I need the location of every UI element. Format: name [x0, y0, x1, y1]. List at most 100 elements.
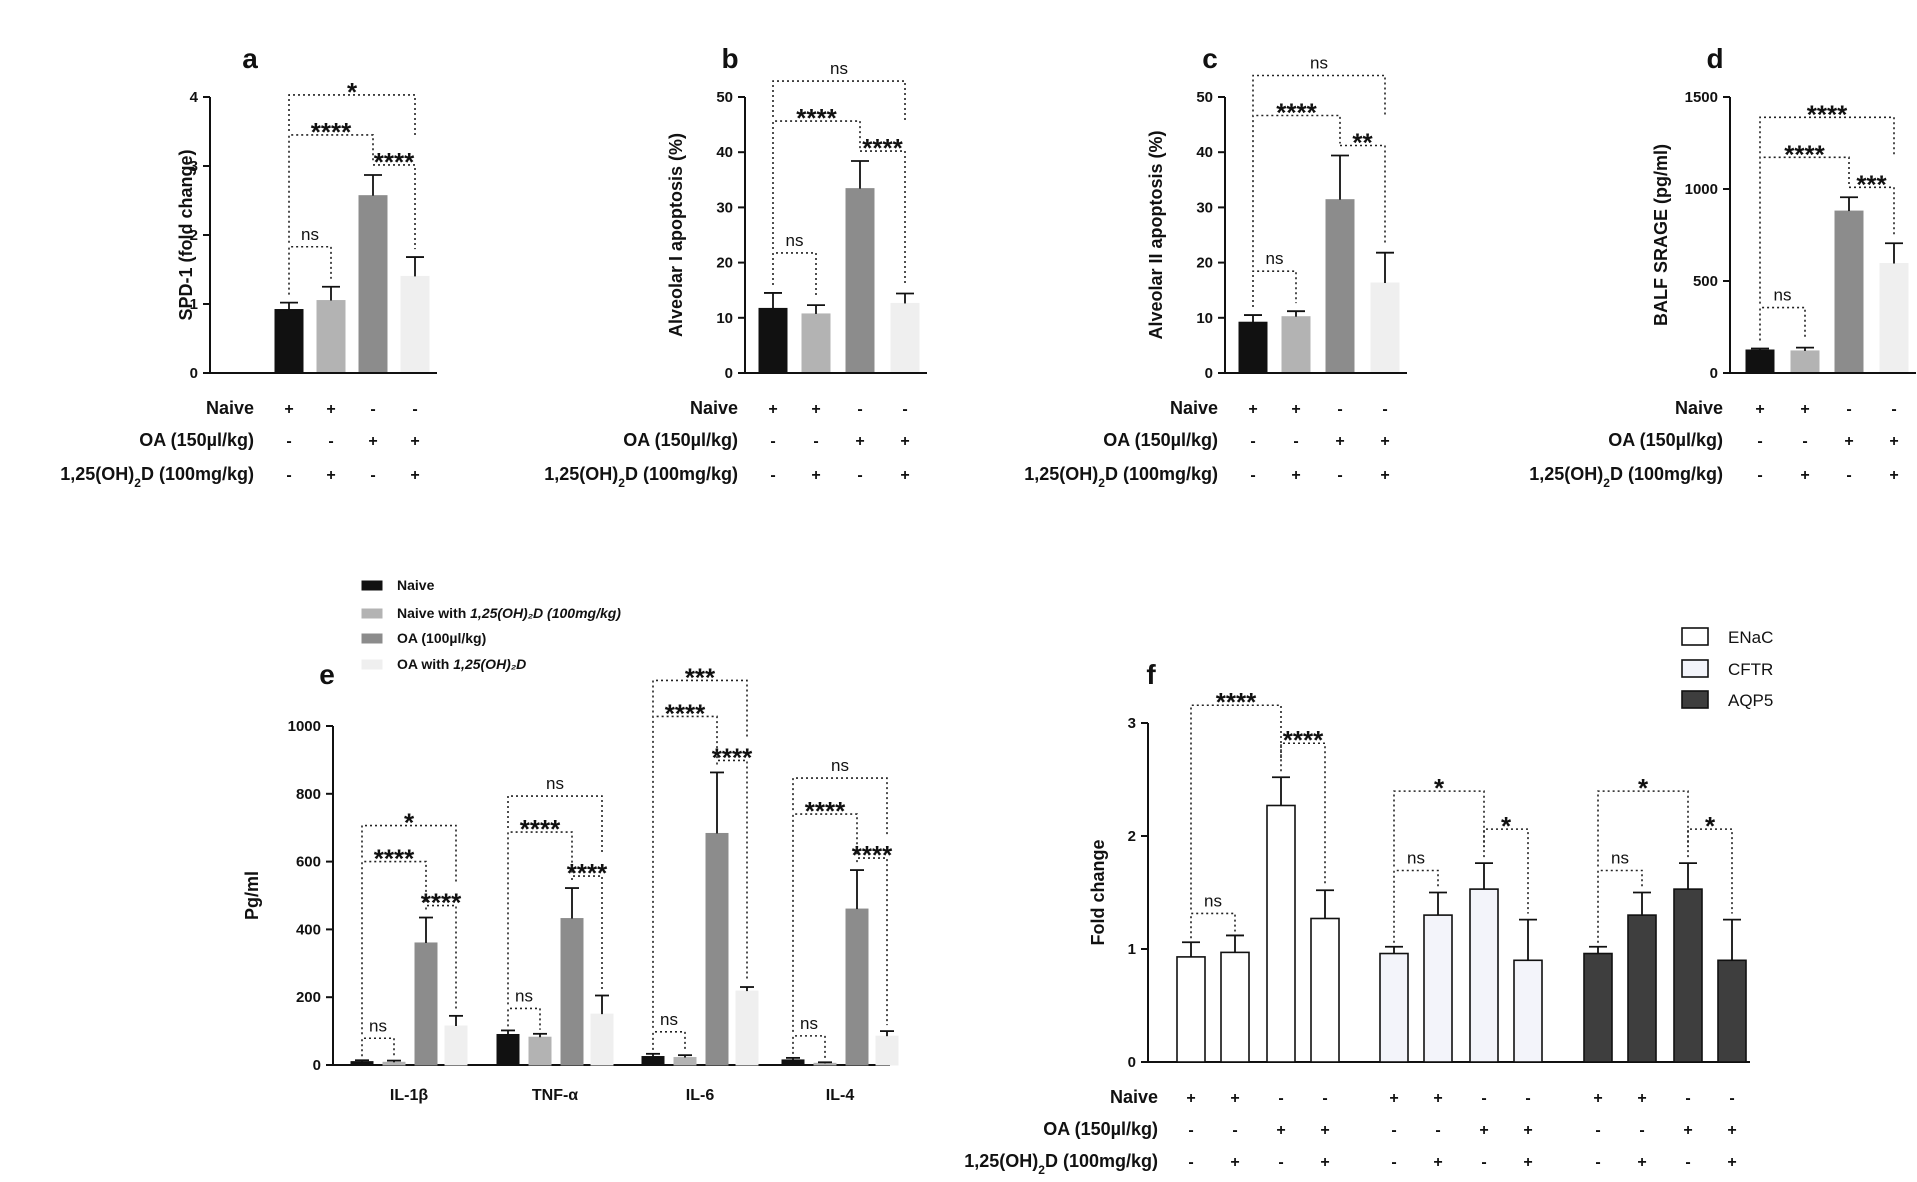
panel-b-sig-2-3-label: **** — [862, 133, 903, 163]
panel-f-sig-0-2-label: * — [1434, 773, 1445, 803]
panel-f-condition-sign: + — [1523, 1122, 1532, 1139]
panel-d-condition-label: Naive — [1675, 398, 1723, 418]
panel-d-condition-label-part: 1,25(OH) — [1529, 464, 1603, 484]
panel-a-condition-sign: - — [286, 467, 291, 484]
panel-e-sig-2-3 — [856, 857, 888, 1026]
panel-d-bar — [1790, 350, 1820, 374]
panel-a-condition-label-subscript: 2 — [134, 476, 141, 490]
panel-e-bar — [781, 1059, 805, 1066]
panel-d-bar — [1745, 349, 1775, 374]
panel-e-sig-0-2 — [652, 715, 718, 1028]
panel-d-condition-label: OA (150µl/kg) — [1608, 430, 1723, 450]
panel-d-y-label: BALF SRAGE (pg/ml) — [1651, 144, 1671, 326]
panel-b-condition-sign: + — [811, 401, 820, 418]
panel-a-tick-label: 1 — [190, 296, 198, 313]
panel-f-sig-0-1-label: ns — [1611, 849, 1629, 868]
panel-a-condition-sign: + — [410, 467, 419, 484]
panel-b-tick-label: 20 — [716, 255, 733, 272]
panel-e-category-label: IL-4 — [826, 1087, 855, 1104]
panel-c-y-label: Alveolar II apoptosis (%) — [1146, 130, 1166, 339]
panel-a-bar — [400, 275, 430, 374]
panel-d-sig-2-3-label: *** — [1856, 169, 1887, 199]
panel-a-sig-0-1-label: ns — [301, 225, 319, 244]
panel-f-sig-0-1 — [1393, 869, 1439, 943]
panel-e-sig-2-3 — [571, 875, 603, 990]
panel-e-sig-2-3-label: **** — [852, 840, 893, 870]
panel-e-sig-2-3 — [716, 759, 748, 982]
panel-b-condition-sign: + — [900, 433, 909, 450]
panel-e-legend-swatch — [361, 659, 383, 670]
panel-a-condition-label: Naive — [206, 398, 254, 418]
panel-d-tick-label: 500 — [1693, 273, 1718, 290]
panel-c-condition-label: 1,25(OH)2D (100mg/kg) — [1024, 464, 1218, 490]
panel-a-condition-sign: - — [328, 433, 333, 450]
panel-a-tick-label: 2 — [190, 227, 198, 244]
panel-c-condition-sign: + — [1380, 467, 1389, 484]
panel-c-condition-label-part: D (100mg/kg) — [1105, 464, 1218, 484]
panel-e-bar — [382, 1061, 406, 1066]
panel-b-condition-sign: - — [813, 433, 818, 450]
panel-b-bar — [758, 307, 788, 374]
panel-e-sig-0-2-label: **** — [374, 844, 415, 874]
panel-e-category-label: TNF-α — [532, 1087, 578, 1104]
panel-f-legend-label: AQP5 — [1728, 691, 1773, 710]
panel-f-sig-0-1 — [1597, 869, 1643, 943]
panel-a-condition-sign: - — [370, 467, 375, 484]
panel-a-letter: a — [242, 43, 258, 74]
panel-f-legend-swatch — [1681, 659, 1709, 678]
panel-d-bar — [1879, 263, 1909, 374]
panel-c-condition-sign: + — [1291, 401, 1300, 418]
panel-d-condition-sign: + — [1889, 467, 1898, 484]
panel-f-bar — [1583, 952, 1613, 1063]
panel-b-bar — [845, 188, 875, 374]
panel-e-bar — [590, 1013, 614, 1066]
panel-f-letter: f — [1146, 659, 1156, 690]
panel-b-condition-label-subscript: 2 — [618, 476, 625, 490]
panel-c-sig-2-3 — [1340, 144, 1386, 245]
panel-a-condition-label: 1,25(OH)2D (100mg/kg) — [60, 464, 254, 490]
panel-f-condition-sign: - — [1188, 1154, 1193, 1171]
panel-f-sig-2-3 — [1280, 742, 1326, 885]
panel-b-condition-label: 1,25(OH)2D (100mg/kg) — [544, 464, 738, 490]
panel-f-condition-sign: + — [1727, 1122, 1736, 1139]
panel-e-sig-0-1 — [652, 1031, 686, 1052]
panel-f-bar — [1627, 914, 1657, 1063]
panel-e-bar — [673, 1057, 697, 1066]
panel-d-condition-sign: + — [1800, 401, 1809, 418]
panel-c-sig-0-2 — [1252, 114, 1341, 268]
panel-f-tick-label: 0 — [1128, 1054, 1136, 1071]
panel-c-tick-label: 50 — [1196, 89, 1213, 106]
panel-a-bar — [316, 300, 346, 374]
panel-c-condition-sign: + — [1380, 433, 1389, 450]
panel-f-bar — [1717, 959, 1747, 1063]
panel-b-condition-sign: + — [855, 433, 864, 450]
panel-e-bar — [813, 1062, 837, 1066]
panel-f-condition-sign: - — [1595, 1154, 1600, 1171]
panel-e-sig-2-3 — [425, 904, 457, 1010]
panel-a-condition-label: OA (150µl/kg) — [139, 430, 254, 450]
panel-f-legend-swatch — [1681, 690, 1709, 709]
panel-e-sig-0-1 — [792, 1035, 826, 1059]
panel-c-sig-2-3-label: ** — [1352, 128, 1373, 158]
panel-a-condition-sign: + — [368, 433, 377, 450]
panel-f-condition-sign: - — [1525, 1090, 1530, 1107]
panel-d-condition-sign: - — [1846, 401, 1851, 418]
panel-e-legend-swatch — [361, 633, 383, 644]
panel-f-bar — [1469, 888, 1499, 1063]
panel-f-bar — [1220, 951, 1250, 1063]
panel-b-condition-label: Naive — [690, 398, 738, 418]
panel-c-condition-sign: - — [1293, 433, 1298, 450]
panel-e-sig-0-3 — [792, 777, 888, 837]
panel-f-bar — [1673, 888, 1703, 1063]
panel-e-tick-label: 1000 — [288, 718, 321, 735]
panel-a-y-label: SPD-1 (fold change) — [176, 149, 196, 320]
panel-f-condition-sign: - — [1188, 1122, 1193, 1139]
panel-d-condition-label-part: D (100mg/kg) — [1610, 464, 1723, 484]
panel-e-sig-0-1-label: ns — [515, 986, 533, 1005]
panel-d-tick-label: 1500 — [1685, 89, 1718, 106]
panel-d-letter: d — [1706, 43, 1723, 74]
panel-f-condition-sign: + — [1433, 1090, 1442, 1107]
panel-a-condition-sign: + — [410, 433, 419, 450]
panel-f-bar — [1310, 917, 1340, 1063]
panel-e-sig-2-3-label: **** — [712, 742, 753, 772]
